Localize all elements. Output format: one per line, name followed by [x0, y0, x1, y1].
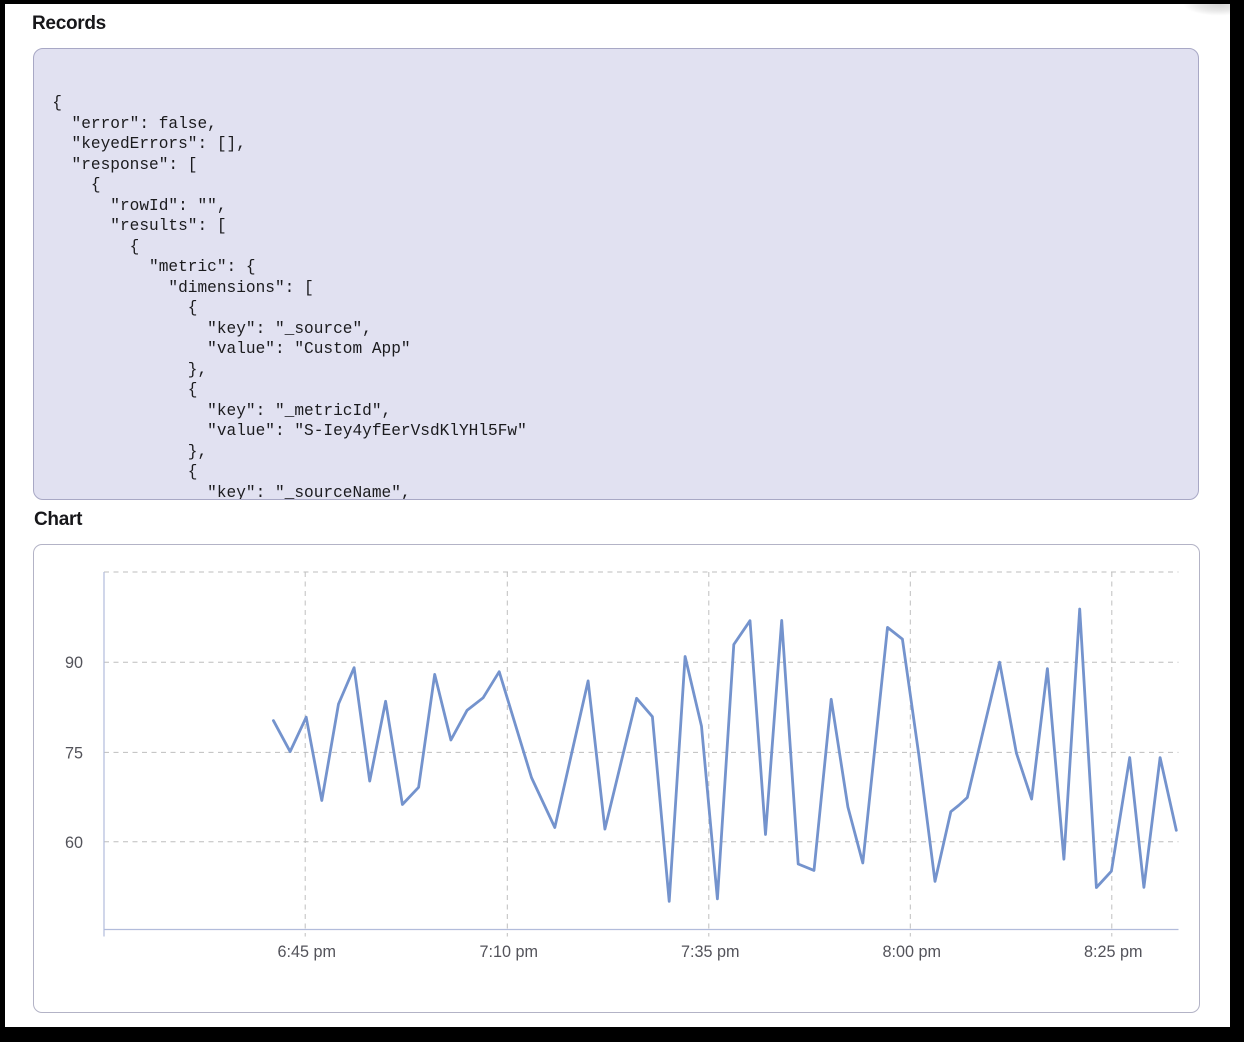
svg-text:90: 90: [65, 654, 83, 672]
svg-text:8:00 pm: 8:00 pm: [883, 943, 942, 961]
svg-text:75: 75: [65, 744, 83, 762]
svg-text:7:35 pm: 7:35 pm: [681, 943, 740, 961]
svg-text:7:10 pm: 7:10 pm: [480, 943, 539, 961]
svg-text:8:25 pm: 8:25 pm: [1084, 943, 1143, 961]
svg-text:6:45 pm: 6:45 pm: [277, 943, 336, 961]
svg-text:60: 60: [65, 834, 83, 852]
